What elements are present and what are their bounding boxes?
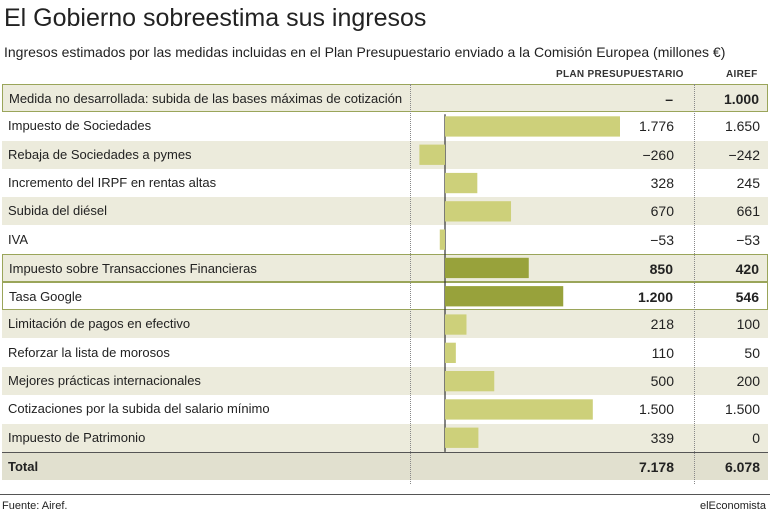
airef-value: 200 — [690, 367, 760, 395]
bar-impuesto-sobre-transacciones-financieras — [445, 258, 529, 278]
column-header-airef: AIREF — [726, 69, 758, 80]
bar-iva — [440, 230, 445, 250]
footer: Fuente: Airef. elEconomista — [0, 494, 770, 515]
airef-value: 661 — [690, 197, 760, 225]
column-header-plan: PLAN PRESUPUESTARIO — [556, 69, 684, 80]
bar-tasa-google — [445, 286, 563, 306]
bar-impuesto-de-patrimonio — [445, 428, 478, 448]
airef-value: 245 — [690, 169, 760, 197]
airef-value: 1.500 — [690, 395, 760, 423]
column-divider — [694, 84, 695, 484]
bar-cotizaciones-por-la-subida-del-salario-m-nimo — [445, 399, 593, 419]
airef-value: 420 — [689, 255, 759, 283]
row-label: Limitación de pagos en efectivo — [8, 310, 190, 338]
row-label: Mejores prácticas internacionales — [8, 367, 201, 395]
row-label: IVA — [8, 226, 28, 254]
row-label: Cotizaciones por la subida del salario m… — [8, 395, 270, 423]
row-label: Reforzar la lista de morosos — [8, 339, 170, 367]
chart-title: El Gobierno sobreestima sus ingresos — [4, 4, 426, 33]
airef-value: 1.650 — [690, 112, 760, 140]
bar-subida-del-di-sel — [445, 201, 511, 221]
bar-mejores-pr-cticas-internacionales — [445, 371, 494, 391]
airef-value: −242 — [690, 141, 760, 169]
chart-subtitle: Ingresos estimados por las medidas inclu… — [4, 44, 725, 60]
bar-reforzar-la-lista-de-morosos — [445, 343, 456, 363]
row-label: Total — [8, 453, 38, 481]
bar-chart — [412, 84, 692, 462]
airef-value: 6.078 — [690, 453, 760, 481]
row-label: Impuesto sobre Transacciones Financieras — [9, 255, 257, 283]
airef-value: −53 — [690, 226, 760, 254]
airef-value: 50 — [690, 339, 760, 367]
bar-incremento-del-irpf-en-rentas-altas — [445, 173, 477, 193]
row-label: Subida del diésel — [8, 197, 107, 225]
row-label: Medida no desarrollada: subida de las ba… — [9, 85, 402, 113]
row-label: Rebaja de Sociedades a pymes — [8, 141, 192, 169]
bar-impuesto-de-sociedades — [445, 116, 620, 136]
airef-value: 0 — [690, 424, 760, 452]
source-note: Fuente: Airef. — [2, 500, 67, 512]
row-label: Tasa Google — [9, 283, 82, 311]
row-label: Impuesto de Patrimonio — [8, 424, 145, 452]
column-divider — [410, 84, 411, 484]
bar-rebaja-de-sociedades-a-pymes — [419, 145, 445, 165]
brand-logo-text: elEconomista — [700, 500, 766, 512]
bar-limitaci-n-de-pagos-en-efectivo — [445, 314, 466, 334]
airef-value: 100 — [690, 310, 760, 338]
airef-value: 546 — [689, 283, 759, 311]
airef-value: 1.000 — [689, 85, 759, 113]
row-label: Incremento del IRPF en rentas altas — [8, 169, 216, 197]
row-label: Impuesto de Sociedades — [8, 112, 151, 140]
